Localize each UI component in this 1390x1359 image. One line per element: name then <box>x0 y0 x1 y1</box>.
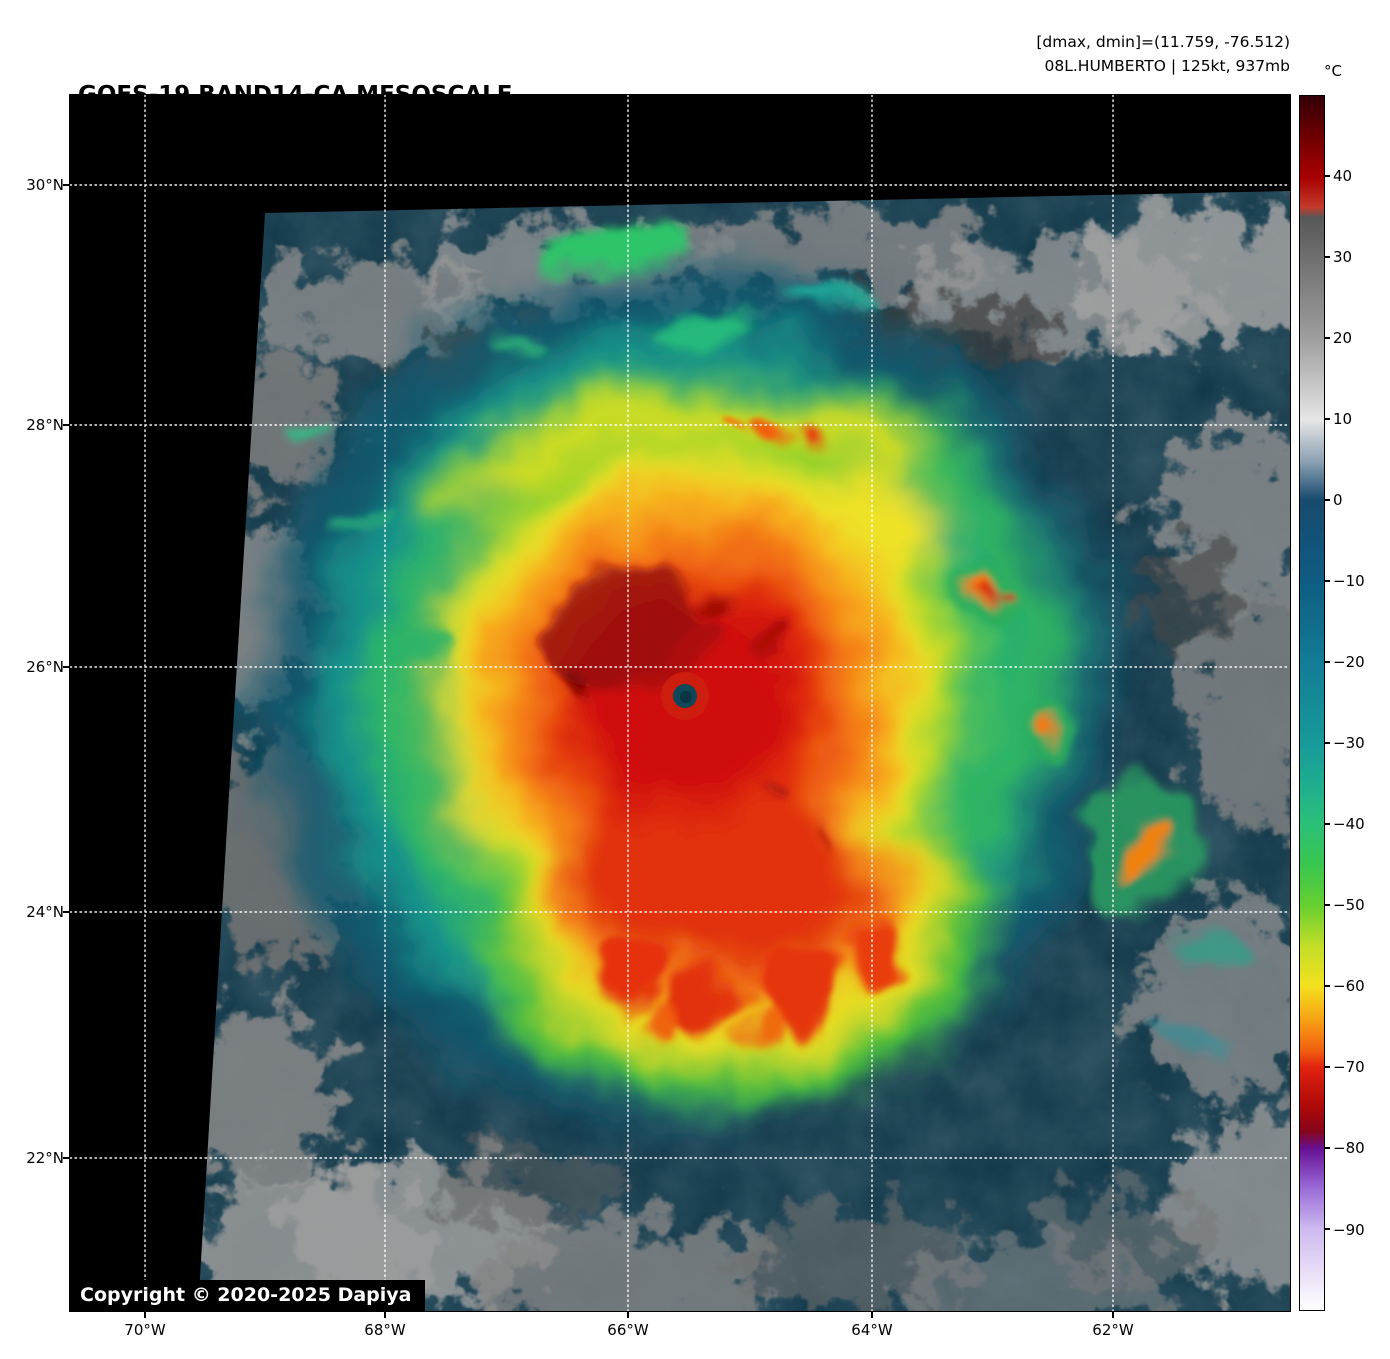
lat-label-28n: 28°N <box>26 416 64 434</box>
lat-tick <box>63 666 70 668</box>
colorbar-tick-label: 0 <box>1333 491 1343 509</box>
colorbar-tick-label: 20 <box>1333 329 1353 347</box>
colorbar-tick-label: −30 <box>1333 734 1365 752</box>
colorbar-tick-label: −10 <box>1333 572 1365 590</box>
colorbar-tickmark <box>1325 418 1330 420</box>
lat-label-26n: 26°N <box>26 658 64 676</box>
colorbar-tick-label: 10 <box>1333 410 1353 428</box>
lat-tick <box>63 424 70 426</box>
colorbar-tick-label: −60 <box>1333 977 1365 995</box>
lat-tick <box>63 911 70 913</box>
colorbar-tick-label: 40 <box>1333 167 1353 185</box>
colorbar-tickmark <box>1325 337 1330 339</box>
hurricane-eye <box>661 672 709 720</box>
lon-label-68w: 68°W <box>364 1321 406 1339</box>
lon-label-62w: 62°W <box>1092 1321 1134 1339</box>
colorbar-tickmark <box>1325 661 1330 663</box>
colorbar-tick-label: −40 <box>1333 815 1365 833</box>
lon-tick <box>384 1311 386 1318</box>
lon-tick <box>871 1311 873 1318</box>
colorbar-tickmark <box>1325 1066 1330 1068</box>
colorbar-tickmark <box>1325 904 1330 906</box>
colorbar-tick-label: −80 <box>1333 1139 1365 1157</box>
lat-tick <box>63 184 70 186</box>
colorbar-tickmark <box>1325 580 1330 582</box>
lon-label-70w: 70°W <box>124 1321 166 1339</box>
satellite-image <box>70 95 1290 1311</box>
map-swath <box>198 191 1290 1311</box>
colorbar-tickmark <box>1325 985 1330 987</box>
lon-tick <box>144 1311 146 1318</box>
lat-label-22n: 22°N <box>26 1149 64 1167</box>
colorbar-tickmark <box>1325 823 1330 825</box>
colorbar-tickmark <box>1325 256 1330 258</box>
colorbar-tick-label: −50 <box>1333 896 1365 914</box>
colorbar-tickmark <box>1325 499 1330 501</box>
lon-label-66w: 66°W <box>607 1321 649 1339</box>
colorbar-tickmark <box>1325 1228 1330 1230</box>
colorbar-gradient <box>1299 95 1325 1311</box>
lon-label-64w: 64°W <box>851 1321 893 1339</box>
colorbar-unit-label: °C <box>1324 62 1342 80</box>
colorbar-tick-label: 30 <box>1333 248 1353 266</box>
colorbar-tickmark <box>1325 742 1330 744</box>
copyright-label: Copyright © 2020-2025 Dapiya <box>71 1280 426 1312</box>
colorbar-tick-label: −70 <box>1333 1058 1365 1076</box>
annotation-block: [dmax, dmin]=(11.759, -76.512) 08L.HUMBE… <box>1036 30 1290 78</box>
lat-label-24n: 24°N <box>26 903 64 921</box>
dmax-dmin-annotation: [dmax, dmin]=(11.759, -76.512) <box>1036 33 1290 51</box>
storm-annotation: 08L.HUMBERTO | 125kt, 937mb <box>1044 57 1291 75</box>
colorbar-tickmark <box>1325 1147 1330 1149</box>
colorbar-tick-label: −20 <box>1333 653 1365 671</box>
lon-tick <box>627 1311 629 1318</box>
graticule-gridlines <box>70 95 1290 1311</box>
lon-tick <box>1112 1311 1114 1318</box>
colorbar-tick-label: −90 <box>1333 1221 1365 1239</box>
lat-tick <box>63 1157 70 1159</box>
map-plot-area <box>69 94 1291 1312</box>
lat-label-30n: 30°N <box>26 176 64 194</box>
colorbar-tickmark <box>1325 175 1330 177</box>
